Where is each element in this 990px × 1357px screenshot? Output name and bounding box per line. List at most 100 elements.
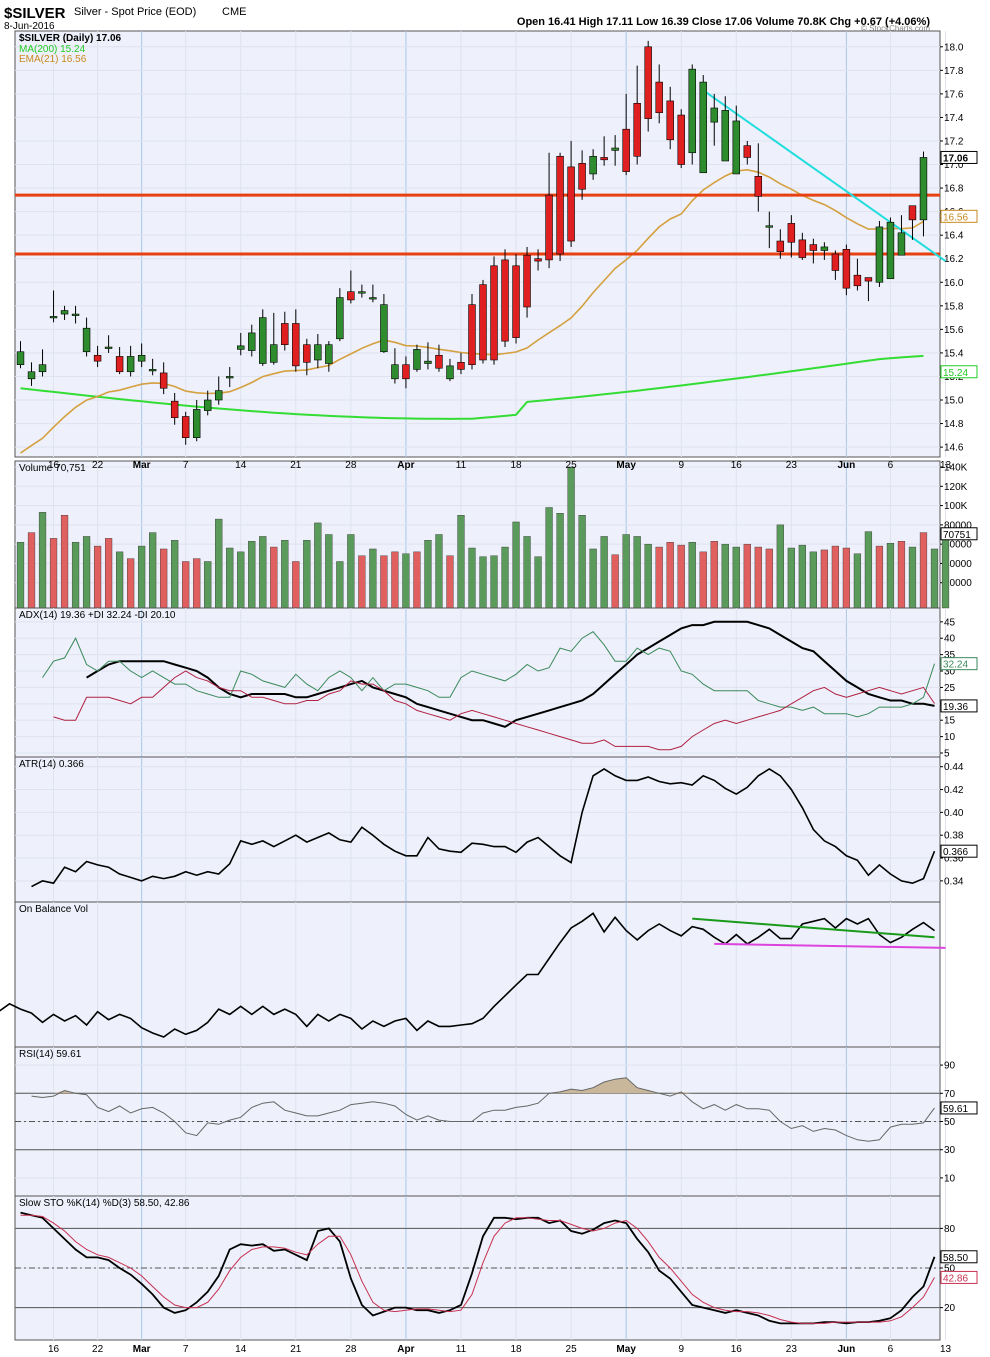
y-tick-label: 16.2 [944, 254, 964, 265]
candle-body [38, 364, 47, 373]
candle-body [688, 68, 696, 154]
y-tick-label: 15 [944, 716, 956, 727]
volume-bar [270, 546, 278, 609]
last-value-label: 70751 [943, 530, 971, 541]
x-tick-label: Jun [838, 1344, 856, 1355]
x-tick-label: 16 [48, 1344, 60, 1355]
last-value-box [940, 209, 978, 223]
candle-body [479, 284, 487, 361]
candle-body [754, 175, 763, 197]
obv-annotation-line [692, 917, 935, 939]
sto-line [20, 1211, 936, 1325]
volume-bar [479, 556, 487, 609]
x-tick-label: 6 [888, 460, 894, 471]
candle-body [842, 248, 851, 289]
candle-body [853, 274, 862, 287]
volume-bar [336, 561, 344, 609]
candle-body [137, 354, 146, 362]
candle-body [413, 349, 421, 370]
volume-bar [380, 555, 388, 609]
y-tick-label: 18.0 [944, 42, 964, 53]
volume-bar [292, 561, 300, 609]
y-tick-label: 30 [944, 1145, 956, 1156]
volume-bar [259, 536, 267, 609]
volume-bar [886, 542, 895, 609]
candle-body [831, 253, 840, 271]
panel-4: On Balance Vol [0, 901, 947, 1048]
panel-background [14, 30, 941, 458]
volume-bar [16, 542, 25, 609]
volume-bar [545, 507, 553, 609]
volume-bar [38, 512, 47, 609]
x-tick-label: 28 [345, 460, 357, 471]
x-tick-label: 16 [731, 460, 743, 471]
volume-bar [853, 553, 862, 609]
x-tick-label: 13 [940, 1344, 952, 1355]
candle-body [93, 354, 102, 362]
candle-body [567, 166, 575, 242]
candle-body [721, 110, 729, 162]
y-tick-label: 17.2 [944, 136, 964, 147]
candle-body [203, 399, 212, 411]
volume-bar [512, 521, 520, 609]
candle-body [226, 376, 234, 379]
last-value-label: 15.24 [943, 368, 968, 379]
last-value-label: 59.61 [943, 1104, 968, 1115]
volume-bar [457, 515, 465, 609]
candle-body [380, 304, 388, 353]
x-tick-label: May [616, 460, 636, 471]
panel-background [14, 901, 941, 1048]
adx-series-line [86, 620, 935, 728]
candle-body [611, 147, 619, 151]
volume-bar [710, 541, 718, 609]
volume-bar [930, 548, 939, 609]
candle-body [600, 157, 608, 161]
candle-body [16, 351, 25, 365]
last-value-box [940, 1101, 978, 1115]
panel-title: On Balance Vol [19, 904, 88, 915]
candle-body [743, 145, 752, 158]
y-tick-label: 17.0 [944, 160, 964, 171]
candle-body [875, 226, 884, 283]
x-tick-label: 9 [678, 460, 684, 471]
volume-bar [27, 532, 36, 609]
volume-bar [776, 524, 784, 609]
y-tick-label: 0.36 [944, 854, 964, 865]
x-axis: 16 16 22 22 Mar Mar 7 7 14 14 21 21 28 28 Apr Apr 11 11 18… [48, 460, 952, 1355]
x-tick-label: 25 [566, 460, 578, 471]
candle-body [292, 323, 300, 367]
y-tick-label: 45 [944, 617, 956, 628]
panel-title: ATR(14) 0.366 [19, 759, 84, 770]
candle-body [765, 225, 774, 228]
volume-bar [787, 547, 795, 609]
candle-body [303, 344, 311, 363]
x-tick-label: Mar [133, 1344, 151, 1355]
candle-body [589, 155, 597, 175]
volume-bar [281, 540, 289, 609]
candle-body [578, 163, 586, 190]
x-tick-label: 6 [888, 1344, 894, 1355]
x-tick-label: 16 [731, 1344, 743, 1355]
volume-bar [435, 534, 443, 609]
legend-entry: MA(200) 15.24 [19, 44, 86, 55]
volume-bar [325, 534, 333, 609]
volume-bar [93, 545, 102, 609]
candle-body [314, 344, 322, 361]
candle-body [545, 194, 553, 261]
volume-bar [193, 558, 201, 609]
volume-bar [677, 544, 685, 609]
y-tick-label: 0.44 [944, 762, 964, 773]
volume-bar [919, 532, 928, 609]
volume-bar [49, 538, 58, 609]
volume-bar [655, 546, 663, 609]
x-tick-label: 22 [92, 460, 104, 471]
y-tick-label: 30 [944, 667, 956, 678]
volume-bar [743, 543, 751, 609]
volume-bar [721, 543, 729, 609]
x-tick-label: Mar [133, 460, 151, 471]
candle-body [358, 291, 366, 294]
y-tick-label: 50 [944, 1264, 956, 1275]
panel-2: 51015202530354045ADX(14) 19.36 +DI 32.24… [14, 607, 978, 760]
volume-bar [127, 558, 135, 609]
volume-bar [798, 544, 806, 609]
